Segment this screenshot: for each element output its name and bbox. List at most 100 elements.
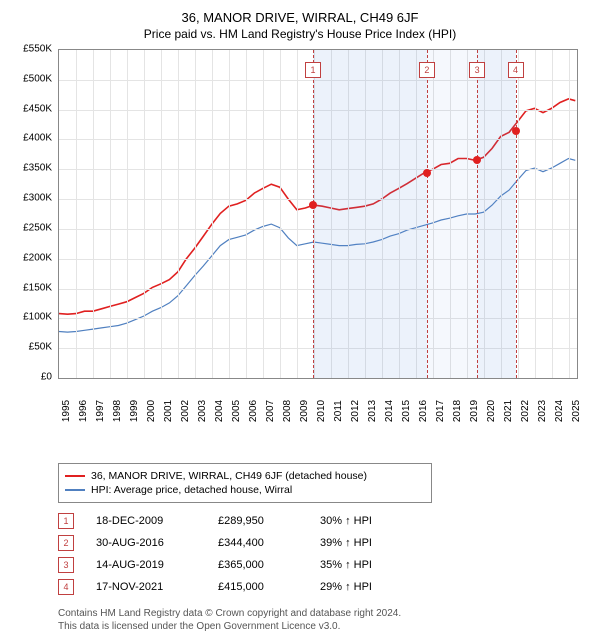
x-tick-label: 1995 xyxy=(61,400,72,422)
x-tick-label: 2012 xyxy=(350,400,361,422)
y-tick-label: £150K xyxy=(23,282,52,293)
shaded-range xyxy=(313,50,427,378)
legend: 36, MANOR DRIVE, WIRRAL, CH49 6JF (detac… xyxy=(58,463,432,503)
event-dot xyxy=(423,169,431,177)
legend-item: 36, MANOR DRIVE, WIRRAL, CH49 6JF (detac… xyxy=(65,470,425,482)
sale-number-box: 3 xyxy=(58,557,74,573)
x-axis-labels: 1995 1996 1997 1998 1999 2000 2001 2002 2003 2004… xyxy=(58,381,578,419)
x-tick-label: 1996 xyxy=(78,400,89,422)
y-tick-label: £300K xyxy=(23,193,52,204)
plot-area: 1 2 3 4 xyxy=(58,49,578,379)
chart-container: 36, MANOR DRIVE, WIRRAL, CH49 6JF Price … xyxy=(0,0,600,643)
event-number-box: 2 xyxy=(419,62,435,78)
x-tick-label: 2025 xyxy=(571,400,582,422)
x-tick-label: 2005 xyxy=(231,400,242,422)
event-dash-line xyxy=(477,50,478,378)
legend-swatch xyxy=(65,475,85,477)
gridline-v xyxy=(569,50,570,378)
footer-line-2: This data is licensed under the Open Gov… xyxy=(58,620,590,633)
sale-row: 417-NOV-2021£415,00029% ↑ HPI xyxy=(58,579,590,595)
gridline-v xyxy=(212,50,213,378)
x-tick-label: 2017 xyxy=(435,400,446,422)
sale-pct: 35% ↑ HPI xyxy=(320,559,410,571)
y-tick-label: £50K xyxy=(29,342,52,353)
event-dot xyxy=(473,156,481,164)
x-tick-label: 2021 xyxy=(503,400,514,422)
x-tick-label: 1999 xyxy=(129,400,140,422)
sale-row: 1 18-DEC-2009 £289,950 30% ↑ HPI xyxy=(58,513,590,529)
x-tick-label: 1998 xyxy=(112,400,123,422)
sale-price: £344,400 xyxy=(218,537,298,549)
sale-price: £415,000 xyxy=(218,581,298,593)
sale-price: £289,950 xyxy=(218,515,298,527)
page-subtitle: Price paid vs. HM Land Registry's House … xyxy=(10,27,590,41)
sales-table: 118-DEC-2009£289,95030% ↑ HPI230-AUG-201… xyxy=(58,513,590,595)
event-dash-line xyxy=(516,50,517,378)
gridline-v xyxy=(93,50,94,378)
x-tick-label: 1997 xyxy=(95,400,106,422)
gridline-v xyxy=(518,50,519,378)
x-tick-label: 2023 xyxy=(537,400,548,422)
x-tick-label: 2011 xyxy=(333,400,344,422)
legend-swatch xyxy=(65,489,85,491)
sale-number-box: 4 xyxy=(58,579,74,595)
gridline-v xyxy=(144,50,145,378)
x-tick-label: 2006 xyxy=(248,400,259,422)
x-tick-label: 2001 xyxy=(163,400,174,422)
event-number-box: 4 xyxy=(508,62,524,78)
gridline-v xyxy=(195,50,196,378)
sale-price: £365,000 xyxy=(218,559,298,571)
x-tick-label: 2015 xyxy=(401,400,412,422)
x-tick-label: 2002 xyxy=(180,400,191,422)
x-tick-label: 2020 xyxy=(486,400,497,422)
sale-pct: 30% ↑ HPI xyxy=(320,515,410,527)
gridline-v xyxy=(110,50,111,378)
sale-date: 14-AUG-2019 xyxy=(96,559,196,571)
chart: £0£50K£100K£150K£200K£250K£300K£350K£400… xyxy=(10,49,590,419)
gridline-v xyxy=(229,50,230,378)
sale-number-box: 2 xyxy=(58,535,74,551)
y-tick-label: £100K xyxy=(23,312,52,323)
gridline-v xyxy=(127,50,128,378)
x-tick-label: 2019 xyxy=(469,400,480,422)
x-tick-label: 2024 xyxy=(554,400,565,422)
y-tick-label: £0 xyxy=(41,372,52,383)
event-dot xyxy=(512,127,520,135)
x-tick-label: 2013 xyxy=(367,400,378,422)
sale-row: 230-AUG-2016£344,40039% ↑ HPI xyxy=(58,535,590,551)
legend-label: HPI: Average price, detached house, Wirr… xyxy=(91,484,292,496)
y-tick-label: £500K xyxy=(23,73,52,84)
gridline-v xyxy=(552,50,553,378)
y-tick-label: £400K xyxy=(23,133,52,144)
sale-date: 18-DEC-2009 xyxy=(96,515,196,527)
event-dot xyxy=(309,201,317,209)
event-number-box: 3 xyxy=(469,62,485,78)
gridline-v xyxy=(246,50,247,378)
x-tick-label: 2010 xyxy=(316,400,327,422)
legend-label: 36, MANOR DRIVE, WIRRAL, CH49 6JF (detac… xyxy=(91,470,367,482)
y-tick-label: £550K xyxy=(23,44,52,55)
x-tick-label: 2008 xyxy=(282,400,293,422)
gridline-v xyxy=(263,50,264,378)
footer-line-1: Contains HM Land Registry data © Crown c… xyxy=(58,607,590,620)
event-dash-line xyxy=(427,50,428,378)
event-number-box: 1 xyxy=(305,62,321,78)
sale-pct: 39% ↑ HPI xyxy=(320,537,410,549)
x-tick-label: 2004 xyxy=(214,400,225,422)
sale-number-box: 1 xyxy=(58,513,74,529)
gridline-v xyxy=(178,50,179,378)
x-tick-label: 2003 xyxy=(197,400,208,422)
x-tick-label: 2009 xyxy=(299,400,310,422)
shaded-range xyxy=(427,50,477,378)
event-dash-line xyxy=(313,50,314,378)
x-tick-label: 2000 xyxy=(146,400,157,422)
sale-row: 3 14-AUG-2019 £365,000 35% ↑ HPI xyxy=(58,557,590,573)
footer: Contains HM Land Registry data © Crown c… xyxy=(58,607,590,633)
y-tick-label: £200K xyxy=(23,252,52,263)
y-axis-labels: £0£50K£100K£150K£200K£250K£300K£350K£400… xyxy=(10,49,54,379)
sale-pct: 29% ↑ HPI xyxy=(320,581,410,593)
y-tick-label: £450K xyxy=(23,103,52,114)
shaded-range xyxy=(477,50,515,378)
x-tick-label: 2016 xyxy=(418,400,429,422)
gridline-v xyxy=(280,50,281,378)
